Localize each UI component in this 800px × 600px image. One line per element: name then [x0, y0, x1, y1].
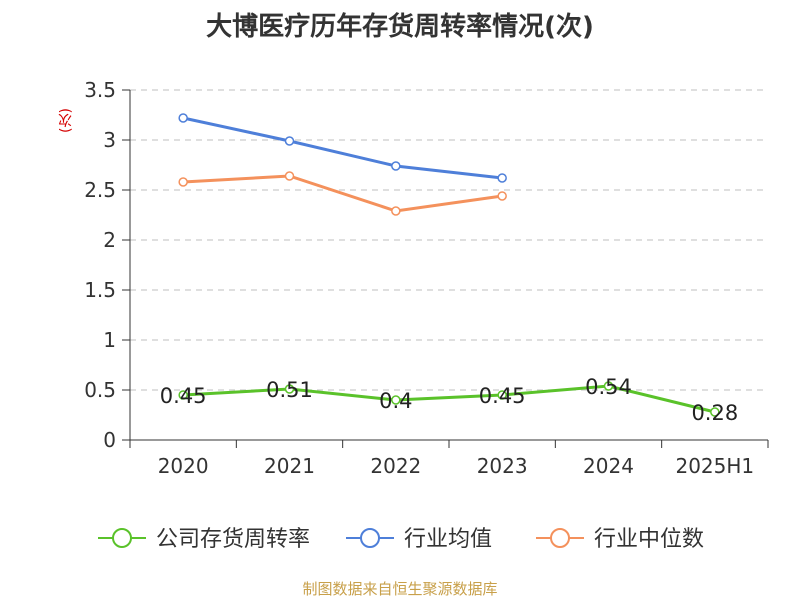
series-1 [178, 113, 507, 183]
series-line [183, 384, 716, 414]
y-tick-label: 1.5 [84, 278, 116, 302]
grid-lines [130, 89, 768, 391]
data-label: 0.45 [479, 384, 526, 408]
series-0: 0.45 0.51 0.4 0.45 0.54 0.28 [160, 375, 738, 425]
x-tick-label: 2025H1 [675, 454, 754, 478]
y-tick-label: 2 [103, 228, 116, 252]
data-point [603, 381, 614, 391]
series-line [182, 116, 503, 180]
x-tick-label: 2020 [158, 454, 209, 478]
data-label: 0.51 [266, 378, 313, 402]
data-label: 0.54 [585, 375, 632, 399]
legend-marker [360, 528, 380, 548]
data-label: 0.4 [379, 389, 412, 413]
data-point [391, 161, 401, 171]
data-label: 0.28 [691, 401, 738, 425]
data-point [178, 113, 188, 123]
legend-label: 行业中位数 [594, 527, 704, 552]
data-point [497, 390, 507, 400]
y-tick-label: 3.5 [84, 78, 116, 102]
legend-item-0[interactable]: 公司存货周转率 [98, 527, 310, 552]
data-point [497, 191, 507, 201]
x-tick-label: 2022 [370, 454, 421, 478]
data-point [391, 206, 401, 216]
chart-title: 大博医疗历年存货周转率情况(次) [206, 12, 594, 42]
legend-item-1[interactable]: 行业均值 [346, 527, 492, 552]
y-tick-label: 2.5 [84, 178, 116, 202]
data-point [284, 136, 295, 146]
legend-label: 公司存货周转率 [156, 527, 310, 552]
x-tick-label: 2024 [583, 454, 634, 478]
data-point [710, 407, 720, 417]
legend-marker [550, 528, 570, 548]
legend[interactable]: 公司存货周转率 行业均值 行业中位数 [98, 527, 704, 552]
legend-item-2[interactable]: 行业中位数 [536, 527, 704, 552]
y-tick-label: 0 [103, 428, 116, 452]
x-tick-label: 2023 [477, 454, 528, 478]
data-source: 制图数据来自恒生聚源数据库 [302, 580, 498, 598]
y-tick-label: 1 [103, 328, 116, 352]
data-point [178, 390, 188, 400]
legend-marker [112, 528, 132, 548]
y-tick-label: 3 [103, 128, 116, 152]
data-point [284, 384, 295, 394]
data-label: 0.45 [160, 384, 207, 408]
x-axis: 2020 2021 2022 2023 2024 2025H1 [129, 439, 769, 478]
series-line [183, 174, 503, 213]
data-point [178, 177, 188, 187]
data-point [497, 173, 507, 183]
y-axis: 0 0.5 1 1.5 2 2.5 3 3.5 [84, 78, 131, 452]
series-group: 0.45 0.51 0.4 0.45 0.54 0.28 [160, 113, 738, 425]
series-2 [178, 171, 507, 216]
x-tick-label: 2021 [264, 454, 315, 478]
y-tick-label: 0.5 [84, 378, 116, 402]
legend-label: 行业均值 [404, 527, 492, 552]
data-point [284, 171, 295, 181]
data-point [391, 395, 401, 405]
